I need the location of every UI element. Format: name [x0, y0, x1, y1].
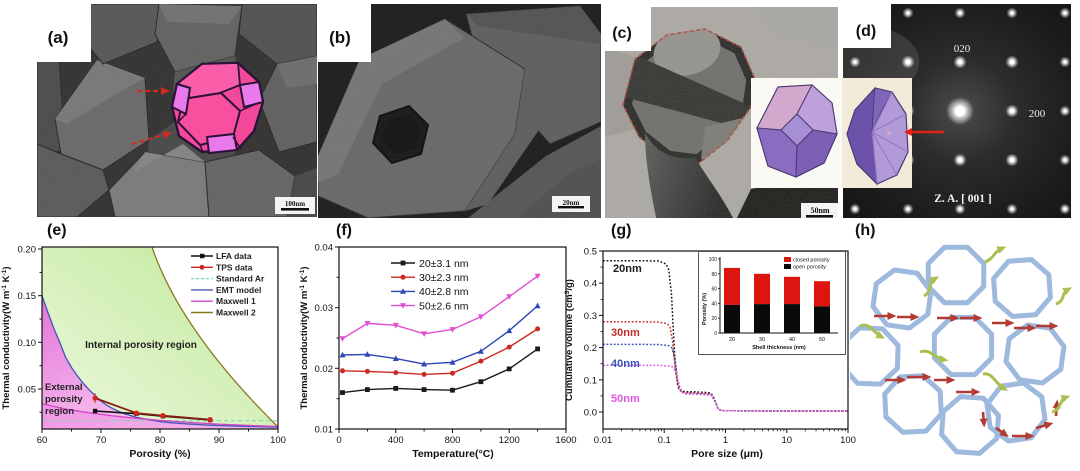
svg-text:Maxwell 1: Maxwell 1: [216, 296, 256, 306]
svg-text:1200: 1200: [499, 435, 520, 446]
svg-text:open porosity: open porosity: [793, 265, 826, 271]
svg-text:10: 10: [782, 435, 793, 446]
svg-text:90: 90: [214, 435, 225, 446]
svg-text:0.03: 0.03: [315, 303, 334, 314]
svg-text:60: 60: [711, 287, 717, 293]
svg-text:Pore size (μm): Pore size (μm): [691, 448, 763, 460]
svg-text:(c): (c): [612, 25, 632, 42]
svg-text:0.0: 0.0: [584, 408, 597, 419]
svg-text:1: 1: [723, 435, 728, 446]
svg-text:porosity: porosity: [45, 394, 83, 405]
svg-text:30±2.3 nm: 30±2.3 nm: [419, 272, 469, 284]
svg-text:50±2.6 nm: 50±2.6 nm: [419, 300, 469, 312]
svg-text:0.1: 0.1: [584, 375, 597, 386]
svg-text:40nm: 40nm: [611, 358, 640, 370]
svg-text:Maxwell 2: Maxwell 2: [216, 308, 256, 318]
svg-text:50: 50: [819, 337, 825, 343]
svg-text:region: region: [45, 406, 74, 417]
svg-text:Shell thickness (nm): Shell thickness (nm): [752, 345, 806, 351]
svg-text:EMT model: EMT model: [216, 285, 261, 295]
svg-text:40±2.8 nm: 40±2.8 nm: [419, 286, 469, 298]
svg-text:80: 80: [155, 435, 166, 446]
svg-text:100: 100: [270, 435, 286, 446]
svg-text:Temperature(°C): Temperature(°C): [412, 448, 494, 460]
svg-text:0.02: 0.02: [315, 364, 334, 375]
svg-text:50nm: 50nm: [810, 206, 829, 215]
svg-text:0: 0: [714, 331, 717, 337]
svg-text:0.20: 0.20: [18, 245, 37, 256]
svg-text:30: 30: [759, 337, 765, 343]
svg-text:(d): (d): [856, 23, 876, 40]
svg-text:0.1: 0.1: [658, 435, 671, 446]
svg-text:0.5: 0.5: [584, 247, 597, 258]
svg-text:closed porosity: closed porosity: [793, 258, 830, 264]
svg-text:60: 60: [37, 435, 48, 446]
svg-text:Internal porosity region: Internal porosity region: [85, 340, 197, 351]
svg-text:20±3.1 nm: 20±3.1 nm: [419, 258, 469, 270]
svg-text:40: 40: [711, 301, 717, 307]
svg-text:Thermal conductivity(W m-1 K-1: Thermal conductivity(W m-1 K-1): [299, 267, 311, 410]
svg-text:TPS data: TPS data: [216, 262, 253, 272]
svg-text:020: 020: [954, 43, 971, 55]
svg-text:100: 100: [709, 257, 718, 263]
svg-text:0.01: 0.01: [315, 425, 334, 436]
svg-text:70: 70: [96, 435, 107, 446]
svg-text:(a): (a): [48, 28, 69, 47]
svg-text:400: 400: [388, 435, 404, 446]
svg-text:0.10: 0.10: [18, 338, 37, 349]
svg-text:0.01: 0.01: [594, 435, 613, 446]
svg-text:0.2: 0.2: [584, 343, 597, 354]
svg-text:0.05: 0.05: [18, 385, 37, 396]
svg-text:Standard Ar: Standard Ar: [216, 274, 265, 284]
svg-text:80: 80: [711, 272, 717, 278]
svg-text:20nm: 20nm: [613, 263, 642, 275]
svg-text:Cumulative volume (cm3/g): Cumulative volume (cm3/g): [564, 279, 576, 401]
svg-text:(b): (b): [329, 28, 351, 47]
svg-text:100: 100: [840, 435, 856, 446]
svg-text:20: 20: [729, 337, 735, 343]
svg-text:0: 0: [336, 435, 341, 446]
svg-text:External: External: [45, 382, 83, 393]
svg-text:800: 800: [445, 435, 461, 446]
svg-text:Z. A. [ 001 ]: Z. A. [ 001 ]: [934, 193, 992, 205]
svg-text:1600: 1600: [555, 435, 576, 446]
svg-text:200: 200: [1029, 108, 1046, 120]
svg-text:LFA data: LFA data: [216, 251, 252, 261]
svg-text:0.4: 0.4: [584, 279, 597, 290]
svg-text:0.04: 0.04: [315, 243, 334, 254]
svg-text:Thermal conductivity(W m-1 K-1: Thermal conductivity(W m-1 K-1): [1, 267, 13, 410]
svg-text:Porosity (%): Porosity (%): [129, 448, 190, 460]
svg-text:50nm: 50nm: [611, 393, 640, 405]
svg-text:30nm: 30nm: [611, 327, 640, 339]
svg-text:20: 20: [711, 316, 717, 322]
svg-text:40: 40: [789, 337, 795, 343]
svg-text:100nm: 100nm: [285, 200, 305, 208]
svg-text:Porosity (%): Porosity (%): [702, 293, 708, 325]
svg-text:0.3: 0.3: [584, 311, 597, 322]
svg-text:0.15: 0.15: [18, 291, 37, 302]
svg-text:20nm: 20nm: [563, 199, 580, 207]
